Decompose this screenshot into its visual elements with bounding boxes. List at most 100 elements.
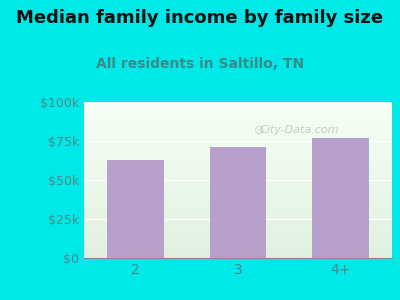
Bar [84, 155, 392, 157]
Bar [84, 152, 392, 154]
Bar [84, 157, 392, 158]
Bar [84, 144, 392, 146]
Bar [84, 166, 392, 167]
Bar [84, 255, 392, 256]
Bar [84, 116, 392, 118]
Bar [84, 252, 392, 253]
Bar [84, 219, 392, 220]
Bar [84, 242, 392, 244]
Bar [84, 125, 392, 127]
Bar [84, 136, 392, 138]
Bar [84, 225, 392, 227]
Bar [84, 196, 392, 197]
Bar [84, 200, 392, 202]
Bar [84, 236, 392, 238]
Bar [84, 169, 392, 171]
Bar [84, 128, 392, 130]
Bar [107, 160, 164, 258]
Bar [84, 244, 392, 245]
Bar [84, 167, 392, 169]
Bar [84, 205, 392, 206]
Bar [84, 113, 392, 115]
Bar [84, 233, 392, 235]
Bar [84, 161, 392, 163]
Bar [84, 172, 392, 174]
Bar [84, 247, 392, 249]
Bar [312, 138, 369, 258]
Bar [84, 232, 392, 233]
Bar [84, 194, 392, 196]
Bar [84, 210, 392, 211]
Bar [84, 121, 392, 122]
Bar [84, 241, 392, 242]
Bar [84, 202, 392, 203]
Bar [84, 158, 392, 160]
Bar [84, 206, 392, 208]
Bar [84, 163, 392, 164]
Bar [84, 208, 392, 210]
Bar [84, 122, 392, 124]
Bar [84, 108, 392, 110]
Bar [84, 224, 392, 225]
Bar [84, 227, 392, 228]
Bar [84, 142, 392, 144]
Bar [84, 133, 392, 135]
Bar [210, 147, 266, 258]
Bar [84, 238, 392, 239]
Text: ⊙: ⊙ [254, 124, 265, 136]
Bar [84, 183, 392, 185]
Bar [84, 214, 392, 216]
Bar [84, 185, 392, 186]
Bar [84, 230, 392, 232]
Bar [84, 220, 392, 222]
Bar [84, 218, 392, 219]
Bar [84, 228, 392, 230]
Bar [84, 256, 392, 258]
Bar [84, 160, 392, 161]
Bar [84, 146, 392, 147]
Bar [84, 140, 392, 141]
Bar [84, 177, 392, 178]
Bar [84, 103, 392, 105]
Bar [84, 216, 392, 218]
Bar [84, 250, 392, 252]
Bar [84, 135, 392, 136]
Bar [84, 141, 392, 142]
Bar [84, 147, 392, 149]
Bar [84, 213, 392, 214]
Bar [84, 189, 392, 191]
Bar [84, 245, 392, 247]
Bar [84, 188, 392, 189]
Bar [84, 197, 392, 199]
Text: All residents in Saltillo, TN: All residents in Saltillo, TN [96, 57, 304, 71]
Bar [84, 239, 392, 241]
Bar [84, 164, 392, 166]
Text: City-Data.com: City-Data.com [260, 125, 339, 135]
Bar [84, 175, 392, 177]
Bar [84, 105, 392, 107]
Bar [84, 191, 392, 193]
Bar [84, 249, 392, 250]
Bar [84, 127, 392, 128]
Bar [84, 130, 392, 132]
Bar [84, 138, 392, 140]
Bar [84, 211, 392, 213]
Bar [84, 186, 392, 188]
Bar [84, 222, 392, 224]
Bar [84, 235, 392, 236]
Bar [84, 182, 392, 183]
Text: Median family income by family size: Median family income by family size [16, 9, 384, 27]
Bar [84, 124, 392, 125]
Bar [84, 171, 392, 172]
Bar [84, 180, 392, 182]
Bar [84, 102, 392, 104]
Bar [84, 253, 392, 255]
Bar [84, 132, 392, 133]
Bar [84, 203, 392, 205]
Bar [84, 150, 392, 152]
Bar [84, 119, 392, 121]
Bar [84, 199, 392, 200]
Bar [84, 118, 392, 119]
Bar [84, 110, 392, 111]
Bar [84, 193, 392, 194]
